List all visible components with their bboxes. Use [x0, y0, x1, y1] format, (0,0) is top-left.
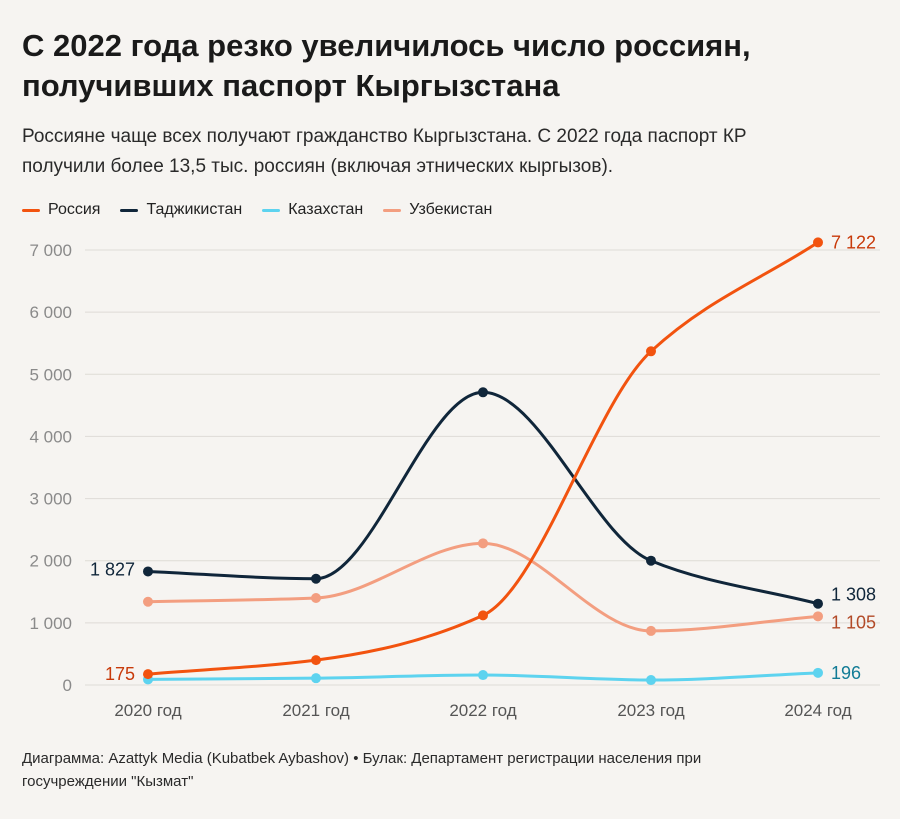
legend-item-2: Казахстан	[262, 201, 363, 219]
y-tick-label: 5 000	[29, 365, 72, 384]
chart-title: С 2022 года резко увеличилось число росс…	[22, 26, 882, 106]
series-0-point-1	[311, 655, 321, 666]
y-tick-label: 7 000	[29, 241, 72, 260]
series-3-point-2	[478, 538, 488, 549]
series-2-point-3	[646, 675, 656, 686]
series-3-point-1	[311, 593, 321, 603]
y-tick-label: 4 000	[29, 427, 72, 446]
series-2-point-2	[478, 670, 488, 681]
y-tick-label: 6 000	[29, 303, 72, 322]
series-3-point-0	[143, 596, 153, 607]
series-0-point-3	[646, 346, 656, 357]
legend-swatch-3	[383, 208, 402, 212]
chart-title-line-2: получивших паспорт Кыргызстана	[22, 68, 560, 103]
series-1-point-0	[143, 566, 153, 577]
data-label-series-3: 1 105	[831, 612, 876, 632]
legend-swatch-0	[22, 208, 40, 212]
series-1-point-1	[311, 573, 321, 584]
series-2-point-1	[311, 673, 321, 684]
legend-label-1: Таджикистан	[146, 201, 243, 218]
series-line-0	[146, 240, 820, 676]
data-label-series-2: 196	[831, 663, 861, 683]
footer-line-2: госучреждении "Кызмат"	[22, 773, 194, 790]
x-tick-label: 2023 год	[617, 701, 684, 720]
x-tick-label: 2020 год	[114, 701, 181, 720]
y-tick-label: 0	[63, 676, 72, 695]
chart-legend: Россия Таджикистан Казахстан Узбекистан	[22, 198, 492, 222]
chart-title-line-1: С 2022 года резко увеличилось число росс…	[22, 28, 751, 63]
x-tick-label: 2021 год	[282, 701, 349, 720]
data-label-series-0: 175	[105, 664, 135, 684]
x-tick-label: 2024 год	[784, 701, 851, 720]
legend-item-1: Таджикистан	[120, 201, 242, 219]
series-3-point-4	[813, 611, 823, 622]
series-1-point-2	[478, 387, 488, 398]
series-0-point-4	[813, 237, 823, 248]
legend-label-2: Казахстан	[288, 201, 364, 218]
legend-swatch-2	[262, 208, 281, 212]
data-label-series-1: 1 308	[831, 585, 876, 605]
series-3-point-3	[646, 625, 656, 636]
x-tick-label: 2022 год	[449, 701, 516, 720]
series-1-point-3	[646, 555, 656, 566]
series-2-point-4	[813, 667, 823, 678]
y-tick-label: 2 000	[29, 552, 72, 571]
line-chart: 0 1 000 2 000 3 000 4 000 5 000 6 000 7 000 2020…	[29, 232, 880, 720]
series-0-point-0	[143, 669, 153, 680]
legend-swatch-1	[120, 208, 139, 212]
legend-label-0: Россия	[48, 201, 101, 218]
series-1-point-4	[813, 598, 823, 609]
series-line-1	[146, 390, 820, 606]
y-tick-label: 3 000	[29, 490, 72, 509]
source-footer: Диаграмма: Azattyk Media (Kubatbek Aybas…	[22, 747, 882, 793]
legend-item-0: Россия	[22, 201, 100, 219]
legend-item-3: Узбекистан	[383, 201, 492, 219]
data-label-series-1: 1 827	[90, 559, 135, 579]
chart-subtitle-line-2: получили более 13,5 тыс. россиян (включа…	[22, 156, 614, 177]
chart-subtitle-line-1: Россияне чаще всех получают гражданство …	[22, 126, 747, 147]
y-tick-label: 1 000	[29, 614, 72, 633]
series-0-point-2	[478, 610, 488, 621]
data-label-series-0: 7 122	[831, 232, 876, 252]
footer-line-1: Диаграмма: Azattyk Media (Kubatbek Aybas…	[22, 750, 702, 767]
legend-label-3: Узбекистан	[409, 201, 493, 218]
chart-subtitle: Россияне чаще всех получают гражданство …	[22, 122, 882, 182]
